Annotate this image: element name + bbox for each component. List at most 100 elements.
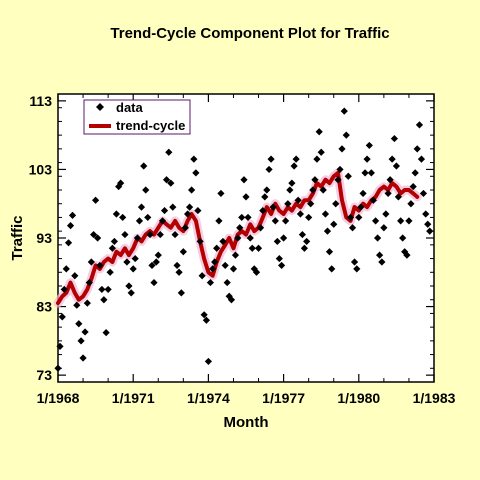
legend: data trend-cycle [83, 99, 191, 135]
data-point [417, 155, 426, 163]
data-point [267, 155, 275, 163]
data-point [282, 217, 290, 225]
data-point [344, 172, 352, 180]
data-point [340, 107, 348, 115]
data-point [319, 186, 327, 194]
data-point [374, 234, 382, 242]
data-point [330, 220, 338, 228]
data-point [160, 206, 169, 215]
data-point [236, 224, 244, 232]
data-point [419, 189, 428, 198]
data-point [56, 342, 64, 350]
data-point [137, 203, 146, 211]
data-point [313, 155, 321, 163]
data-point [256, 224, 265, 232]
data-point [388, 155, 396, 163]
data-point [292, 155, 300, 163]
data-point [131, 254, 139, 263]
data-point [328, 265, 336, 273]
data-series [54, 107, 434, 372]
data-point [158, 217, 167, 225]
data-point [165, 148, 173, 156]
data-point [58, 313, 66, 321]
data-point [77, 337, 85, 345]
data-point [422, 210, 430, 218]
data-point [194, 206, 202, 215]
data-point [167, 179, 175, 187]
data-point [79, 354, 87, 362]
data-point [325, 248, 334, 256]
data-point [94, 234, 102, 242]
data-point [298, 230, 306, 239]
data-point [190, 155, 198, 163]
data-point [426, 227, 434, 235]
data-point [192, 169, 200, 177]
data-point [68, 211, 77, 219]
data-point [380, 224, 388, 232]
data-point [171, 230, 179, 239]
data-point [286, 186, 294, 194]
chart-title: Trend-Cycle Component Plot for Traffic [110, 25, 389, 42]
data-point [133, 234, 142, 242]
data-point [338, 145, 346, 153]
data-point [371, 217, 380, 225]
data-point [64, 239, 73, 247]
data-point [296, 210, 304, 218]
data-point [104, 285, 112, 294]
data-point [390, 134, 398, 143]
data-point [221, 261, 229, 270]
data-point [273, 237, 281, 246]
legend-marker-data [96, 103, 104, 111]
data-point [123, 258, 131, 266]
data-point [323, 227, 332, 235]
data-point [181, 224, 189, 232]
data-point [248, 244, 256, 252]
data-point [277, 261, 286, 270]
data-point [242, 193, 250, 201]
data-point [106, 268, 114, 276]
data-point [365, 141, 373, 150]
data-point [336, 165, 344, 174]
data-point [213, 244, 221, 252]
data-point [186, 203, 194, 211]
data-point [125, 282, 133, 290]
data-point [424, 220, 432, 228]
data-point [271, 217, 279, 225]
data-point [382, 210, 390, 218]
data-point [140, 162, 148, 170]
data-point [231, 251, 240, 259]
data-point [307, 200, 315, 208]
data-point [209, 265, 217, 273]
data-point [142, 186, 150, 194]
data-point [252, 268, 261, 276]
data-point [188, 186, 196, 194]
x-tick-label: 1/1977 [262, 390, 305, 406]
data-point [397, 217, 405, 225]
tick-labels: 1/1968 1/1971 1/1974 1/1977 1/1980 1/1983 73 83… [29, 93, 456, 406]
data-point [144, 213, 152, 222]
data-point [234, 234, 242, 242]
data-point [177, 289, 185, 297]
data-point [357, 203, 365, 211]
data-point [315, 128, 323, 136]
data-point [129, 265, 137, 273]
data-point [154, 251, 162, 259]
data-point [227, 296, 236, 304]
y-tick-label: 103 [29, 161, 53, 177]
data-point [376, 251, 384, 259]
data-point [146, 230, 154, 239]
legend-label-data: data [116, 100, 144, 115]
data-point [280, 234, 288, 242]
data-point [415, 121, 424, 129]
data-point [150, 278, 158, 287]
data-point [240, 176, 248, 184]
data-point [409, 182, 417, 191]
x-tick-label: 1/1968 [37, 390, 80, 406]
data-point [407, 200, 415, 208]
x-axis-label: Month [224, 414, 269, 431]
data-point [303, 237, 311, 246]
data-point [89, 230, 98, 239]
data-point [311, 176, 319, 184]
